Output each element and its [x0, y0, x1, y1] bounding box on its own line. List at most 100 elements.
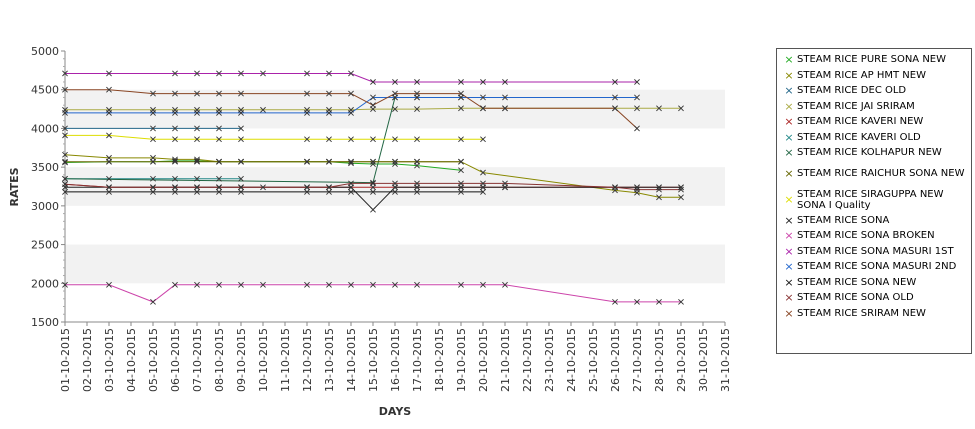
- legend-marker-icon: ×: [784, 275, 794, 289]
- data-point: [260, 184, 266, 191]
- data-point: [458, 281, 464, 288]
- data-point: [150, 90, 156, 97]
- data-point: [172, 184, 178, 191]
- y-axis-title: RATES: [8, 167, 21, 206]
- legend-item: × STEAM RICE KAVERI OLD: [781, 130, 969, 146]
- data-point: [326, 184, 332, 191]
- data-point: [348, 180, 354, 187]
- data-point: [62, 281, 68, 288]
- legend-label: STEAM RICE DEC OLD: [797, 85, 907, 97]
- data-point: [634, 94, 640, 101]
- data-point: [612, 79, 618, 85]
- x-tick-label: 27-10-2015: [631, 328, 644, 392]
- legend-item: × STEAM RICE KOLHAPUR NEW: [781, 145, 969, 161]
- data-point: [502, 281, 508, 288]
- series-line: [65, 134, 483, 140]
- data-point: [238, 90, 244, 97]
- data-point: [370, 206, 376, 213]
- x-tick-label: 21-10-2015: [499, 328, 512, 392]
- legend-marker-icon: ×: [784, 167, 794, 180]
- data-point: [612, 105, 618, 112]
- data-point: [62, 125, 68, 132]
- legend-label: STEAM RICE SRIRAM NEW: [797, 307, 926, 319]
- x-axis-title: DAYS: [379, 405, 412, 418]
- x-tick-label: 18-10-2015: [433, 328, 446, 392]
- legend-item: × STEAM RICE DEC OLD: [781, 83, 969, 99]
- data-point: [150, 175, 156, 182]
- data-point: [194, 125, 200, 132]
- x-tick-label: 13-10-2015: [323, 328, 336, 392]
- data-point: [172, 281, 178, 288]
- legend-item: × STEAM RICE JAI SRIRAM: [781, 99, 969, 115]
- data-point: [326, 189, 332, 195]
- series-line: [65, 97, 637, 114]
- data-point: [370, 79, 376, 85]
- data-point: [502, 79, 508, 85]
- data-point: [62, 158, 68, 165]
- y-tick-label: 4000: [31, 122, 59, 135]
- data-point: [392, 136, 398, 143]
- data-point: [304, 90, 310, 97]
- x-tick-label: 12-10-2015: [301, 328, 314, 392]
- data-point: [194, 189, 200, 195]
- legend-label: STEAM RICE RAICHUR SONA NEW: [797, 168, 965, 179]
- x-tick-label: 23-10-2015: [543, 328, 556, 392]
- data-point: [106, 175, 112, 182]
- data-point: [216, 110, 222, 116]
- data-point: [326, 136, 332, 143]
- data-point: [370, 136, 376, 143]
- series-line: [65, 89, 638, 129]
- data-point: [326, 110, 332, 116]
- data-point: [238, 158, 244, 165]
- legend-marker-icon: ×: [784, 306, 794, 320]
- data-point: [62, 159, 68, 166]
- data-point: [414, 136, 420, 143]
- data-point: [106, 189, 112, 195]
- data-point: [348, 90, 354, 97]
- legend-marker-icon: ×: [784, 291, 794, 305]
- data-point: [194, 158, 200, 164]
- data-point: [370, 189, 376, 195]
- data-point: [62, 132, 68, 139]
- data-point: [216, 281, 222, 288]
- data-point: [634, 79, 640, 85]
- x-tick-label: 30-10-2015: [697, 328, 710, 392]
- legend: × STEAM RICE PURE SONA NEW × STEAM RICE AP…: [776, 48, 972, 354]
- series-markers: [62, 70, 684, 305]
- data-point: [304, 184, 310, 191]
- data-point: [634, 186, 640, 193]
- data-point: [480, 94, 486, 101]
- data-point: [656, 184, 662, 191]
- data-point: [238, 125, 244, 132]
- series-line: [65, 73, 637, 83]
- data-point: [678, 186, 684, 193]
- data-point: [194, 158, 200, 165]
- x-tick-label: 20-10-2015: [477, 328, 490, 392]
- data-point: [634, 298, 640, 305]
- x-tick-label: 08-10-2015: [213, 328, 226, 392]
- data-point: [392, 106, 398, 112]
- x-tick-label: 04-10-2015: [125, 328, 138, 392]
- data-point: [150, 125, 156, 132]
- data-point: [678, 184, 684, 191]
- data-point: [348, 160, 354, 167]
- data-point: [414, 281, 420, 288]
- x-tick-label: 11-10-2015: [279, 328, 292, 392]
- legend-label: STEAM RICE JAI SRIRAM: [797, 100, 915, 112]
- data-point: [502, 94, 508, 101]
- data-point: [392, 161, 398, 167]
- legend-marker-icon: ×: [784, 260, 794, 274]
- x-tick-label: 28-10-2015: [653, 328, 666, 392]
- grid-band: [65, 244, 725, 284]
- x-tick-label: 10-10-2015: [257, 328, 270, 392]
- y-tick-label: 1500: [31, 316, 59, 329]
- data-point: [194, 175, 200, 182]
- data-point: [458, 105, 464, 112]
- data-point: [326, 70, 332, 77]
- x-tick-label: 15-10-2015: [367, 328, 380, 392]
- data-point: [348, 189, 354, 195]
- data-point: [238, 175, 244, 182]
- data-point: [414, 180, 420, 187]
- data-point: [370, 158, 376, 165]
